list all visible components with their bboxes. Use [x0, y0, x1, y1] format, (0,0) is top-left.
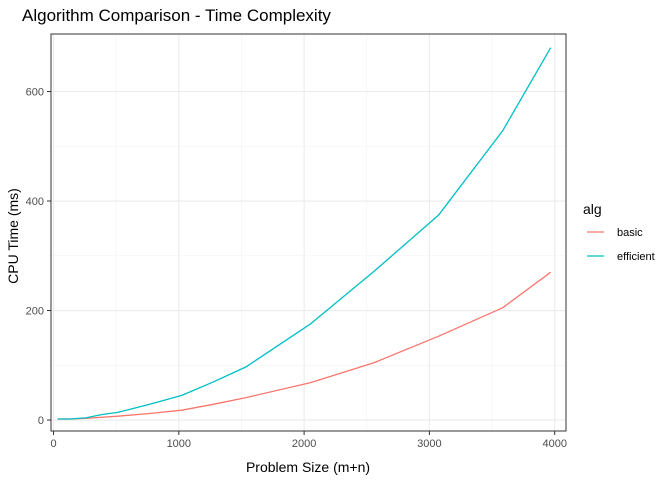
legend-label-basic: basic — [617, 227, 643, 239]
plot-border — [50, 33, 567, 432]
y-tick-label: 0 — [38, 415, 44, 427]
x-tick-label: 3000 — [417, 438, 441, 450]
y-tick-label: 400 — [26, 196, 44, 208]
x-tick-label: 2000 — [292, 438, 316, 450]
x-tick-label: 0 — [50, 438, 56, 450]
series-line-efficient — [57, 47, 552, 420]
y-tick-label: 200 — [26, 306, 44, 318]
x-axis-title: Problem Size (m+n) — [246, 459, 370, 475]
y-tick-label: 600 — [26, 86, 44, 98]
chart-title: Algorithm Comparison - Time Complexity — [22, 6, 331, 25]
legend-label-efficient: efficient — [617, 251, 655, 263]
x-axis: 0 1000 2000 3000 4000 — [50, 431, 567, 450]
y-axis-title: CPU Time (ms) — [5, 188, 21, 284]
y-axis: 0 200 400 600 — [26, 86, 51, 427]
plot-panel — [50, 33, 567, 432]
x-tick-label: 1000 — [167, 438, 191, 450]
x-tick-label: 4000 — [542, 438, 566, 450]
plot-background — [51, 34, 566, 431]
legend: alg basic efficient — [583, 201, 655, 263]
grid-lines — [51, 34, 566, 431]
legend-title: alg — [583, 201, 602, 217]
series-lines — [57, 47, 552, 420]
